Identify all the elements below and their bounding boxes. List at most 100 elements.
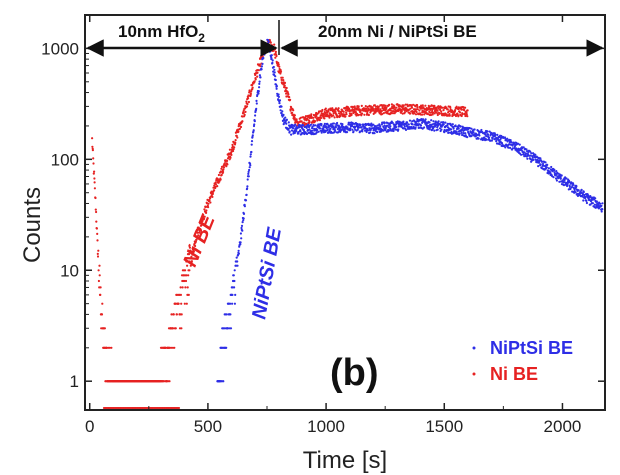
data-point (317, 130, 320, 133)
data-point (231, 143, 234, 146)
data-point (461, 133, 464, 137)
data-point (292, 127, 295, 130)
data-point (284, 116, 287, 119)
data-point (96, 252, 99, 255)
data-point (436, 112, 439, 115)
data-point (222, 168, 225, 171)
data-point (423, 113, 426, 116)
data-point (382, 112, 385, 115)
data-point (253, 80, 256, 83)
data-point (539, 157, 542, 160)
data-point (274, 75, 277, 78)
data-point (336, 115, 339, 118)
data-point (188, 246, 191, 249)
data-point (281, 110, 284, 113)
data-point (448, 110, 451, 113)
data-point (488, 136, 491, 139)
data-point (273, 43, 276, 46)
data-point (236, 260, 239, 263)
data-point (373, 132, 376, 135)
data-point (332, 122, 335, 125)
data-point (247, 100, 250, 104)
data-point (520, 153, 523, 156)
data-point (431, 113, 434, 116)
data-point (416, 104, 419, 107)
y-axis: 1 10 100 1000 (41, 14, 605, 391)
data-point (251, 86, 254, 89)
data-point (191, 253, 194, 256)
data-point (345, 111, 348, 114)
data-point (525, 152, 528, 155)
data-point (449, 106, 452, 109)
data-point (377, 126, 380, 129)
data-point (496, 133, 499, 136)
data-point (261, 62, 264, 65)
data-point (428, 121, 431, 124)
data-point (195, 238, 198, 241)
data-point (170, 313, 173, 316)
data-point (283, 84, 286, 87)
data-point (233, 146, 236, 149)
data-point (285, 118, 288, 121)
data-point (403, 111, 406, 114)
x-tick-label: 2000 (544, 417, 582, 436)
data-point (189, 264, 192, 267)
data-point (196, 236, 199, 239)
data-point (249, 92, 252, 95)
data-point (458, 111, 462, 114)
data-point (470, 135, 473, 138)
data-point (214, 185, 217, 188)
data-point (372, 123, 375, 126)
data-point (326, 113, 329, 116)
data-point (241, 221, 244, 224)
data-point (452, 127, 455, 130)
data-point (446, 128, 449, 131)
data-point (108, 346, 111, 349)
series-layer (91, 38, 604, 409)
data-point (409, 107, 412, 110)
data-point (369, 131, 372, 134)
data-point (251, 84, 254, 87)
data-point (289, 98, 292, 101)
data-point (582, 199, 585, 202)
data-point (600, 204, 603, 207)
data-point (92, 172, 95, 175)
data-point (93, 187, 96, 190)
data-point (249, 153, 252, 156)
data-point (428, 128, 431, 131)
data-point (361, 128, 364, 131)
data-point (181, 286, 184, 289)
x-tick-label: 500 (194, 417, 222, 436)
data-point (233, 269, 236, 272)
data-point (349, 129, 352, 132)
data-point (315, 115, 318, 118)
data-point (275, 85, 278, 88)
data-point (95, 210, 98, 214)
data-point (406, 105, 409, 108)
data-point (436, 109, 439, 112)
data-point (250, 90, 253, 93)
data-point (239, 241, 242, 244)
data-point (511, 144, 514, 147)
legend-label-niptsi: NiPtSi BE (490, 338, 573, 358)
data-point (356, 122, 359, 126)
region-arrows: 10nm HfO2 20nm Ni / NiPtSi BE (86, 20, 604, 57)
data-point (213, 189, 216, 192)
data-point (376, 130, 379, 133)
data-point (325, 126, 328, 130)
data-point (286, 91, 289, 94)
data-point (349, 127, 352, 130)
data-point (454, 114, 458, 118)
data-point (443, 128, 446, 132)
data-point (295, 118, 298, 121)
data-point (460, 108, 463, 111)
data-point (291, 111, 294, 114)
data-point (296, 126, 299, 130)
data-point (98, 274, 101, 277)
data-point (495, 139, 498, 142)
legend-marker-niptsi (472, 346, 476, 350)
data-point (246, 102, 249, 106)
data-point (499, 138, 502, 141)
data-point (271, 61, 274, 64)
